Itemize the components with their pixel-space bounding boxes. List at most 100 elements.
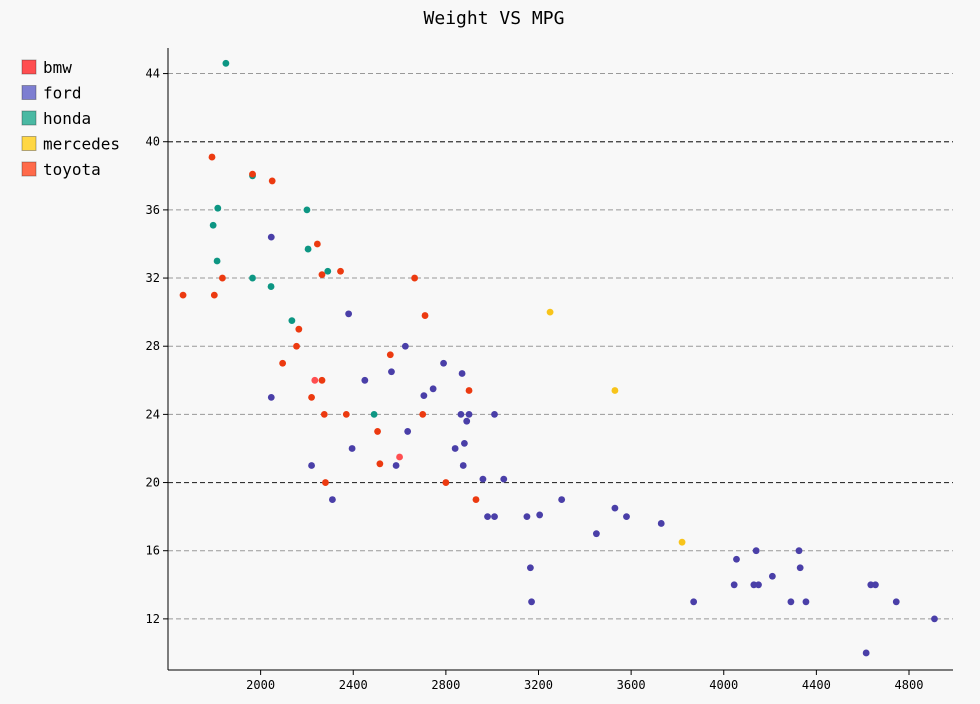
x-tick-label: 4400	[802, 678, 831, 692]
point-toyota	[322, 479, 329, 486]
point-toyota	[268, 177, 276, 185]
point-toyota	[313, 240, 321, 248]
point-toyota	[318, 376, 326, 384]
point-ford	[420, 392, 428, 400]
point-ford	[479, 475, 487, 483]
legend-swatch	[21, 59, 37, 75]
x-ticks: 2000 2400 2800 3200 3600 4000 4400 4800	[246, 670, 923, 692]
legend-label: honda	[43, 109, 91, 128]
x-tick-label: 3600	[617, 678, 646, 692]
point-ford	[931, 615, 938, 623]
legend-item-mercedes[interactable]: mercedes	[21, 135, 120, 154]
axes	[167, 48, 953, 671]
legend-item-bmw[interactable]: bmw	[21, 58, 72, 77]
point-ford	[752, 547, 760, 555]
point-toyota	[318, 271, 326, 279]
point-honda	[267, 283, 275, 290]
point-toyota	[411, 274, 419, 282]
point-mercedes	[678, 538, 686, 546]
point-ford	[592, 530, 600, 538]
point-ford	[802, 598, 810, 606]
legend-label: mercedes	[43, 135, 120, 154]
y-tick-label: 20	[146, 476, 160, 490]
point-toyota	[210, 291, 218, 299]
point-ford	[348, 445, 356, 452]
point-ford	[388, 368, 395, 376]
point-ford	[401, 342, 409, 350]
series-ford	[267, 233, 938, 657]
legend-item-ford[interactable]: ford	[21, 84, 82, 103]
point-ford	[872, 581, 879, 589]
point-toyota	[442, 479, 450, 486]
point-ford	[500, 475, 508, 483]
point-honda	[288, 317, 296, 325]
x-tick-label: 4000	[709, 678, 738, 692]
point-toyota	[472, 496, 480, 503]
point-toyota	[465, 387, 473, 394]
point-toyota	[208, 153, 216, 161]
point-ford	[267, 233, 275, 241]
y-tick-label: 36	[146, 203, 160, 217]
point-ford	[463, 417, 471, 425]
point-ford	[657, 520, 665, 527]
point-toyota	[376, 460, 384, 468]
y-tick-label: 44	[146, 67, 160, 81]
point-bmw	[311, 376, 319, 384]
legend-swatch	[21, 136, 37, 151]
point-ford	[451, 445, 459, 452]
point-mercedes	[611, 387, 619, 394]
point-toyota	[279, 359, 287, 367]
point-honda	[209, 221, 217, 229]
point-ford	[461, 439, 468, 447]
point-ford	[768, 572, 776, 580]
point-toyota	[293, 342, 300, 350]
point-toyota	[295, 325, 303, 333]
point-ford	[892, 598, 900, 606]
point-ford	[459, 462, 467, 469]
point-ford	[361, 376, 369, 384]
point-bmw	[396, 453, 403, 461]
data-points	[179, 59, 938, 657]
legend-item-honda[interactable]: honda	[21, 109, 91, 128]
y-ticks: 12 16 20 24 28 32 36 40 44	[146, 67, 168, 626]
legend-swatch	[21, 110, 37, 126]
series-toyota	[179, 153, 480, 503]
x-tick-label: 3200	[524, 678, 553, 692]
point-toyota	[320, 410, 328, 418]
point-ford	[404, 428, 412, 435]
point-ford	[458, 370, 466, 377]
point-ford	[267, 393, 275, 401]
point-toyota	[342, 410, 350, 418]
series-mercedes	[546, 308, 686, 546]
chart-title: Weight VS MPG	[424, 8, 565, 29]
y-tick-label: 40	[146, 135, 160, 149]
point-ford	[528, 598, 535, 606]
point-ford	[429, 385, 437, 393]
point-ford	[526, 564, 534, 572]
point-ford	[491, 410, 498, 418]
legend-item-toyota[interactable]: toyota	[21, 160, 101, 179]
y-tick-label: 12	[146, 612, 160, 626]
point-ford	[730, 581, 738, 589]
point-ford	[623, 513, 630, 521]
point-toyota	[179, 291, 187, 299]
point-ford	[484, 513, 491, 521]
y-tick-label: 24	[146, 407, 160, 421]
legend-label: ford	[43, 84, 82, 103]
legend: bmw ford honda mercedes toyota	[21, 58, 120, 179]
point-toyota	[249, 170, 256, 178]
point-honda	[324, 267, 332, 275]
point-ford	[558, 496, 566, 503]
x-tick-label: 2400	[339, 678, 368, 692]
point-ford	[795, 547, 803, 555]
point-honda	[222, 59, 230, 67]
point-toyota	[374, 428, 381, 435]
point-honda	[304, 245, 312, 253]
point-ford	[523, 513, 531, 521]
x-tick-label: 4800	[895, 678, 924, 692]
x-tick-label: 2000	[246, 678, 275, 692]
point-ford	[329, 496, 336, 503]
point-ford	[755, 581, 762, 589]
point-ford	[611, 504, 619, 512]
